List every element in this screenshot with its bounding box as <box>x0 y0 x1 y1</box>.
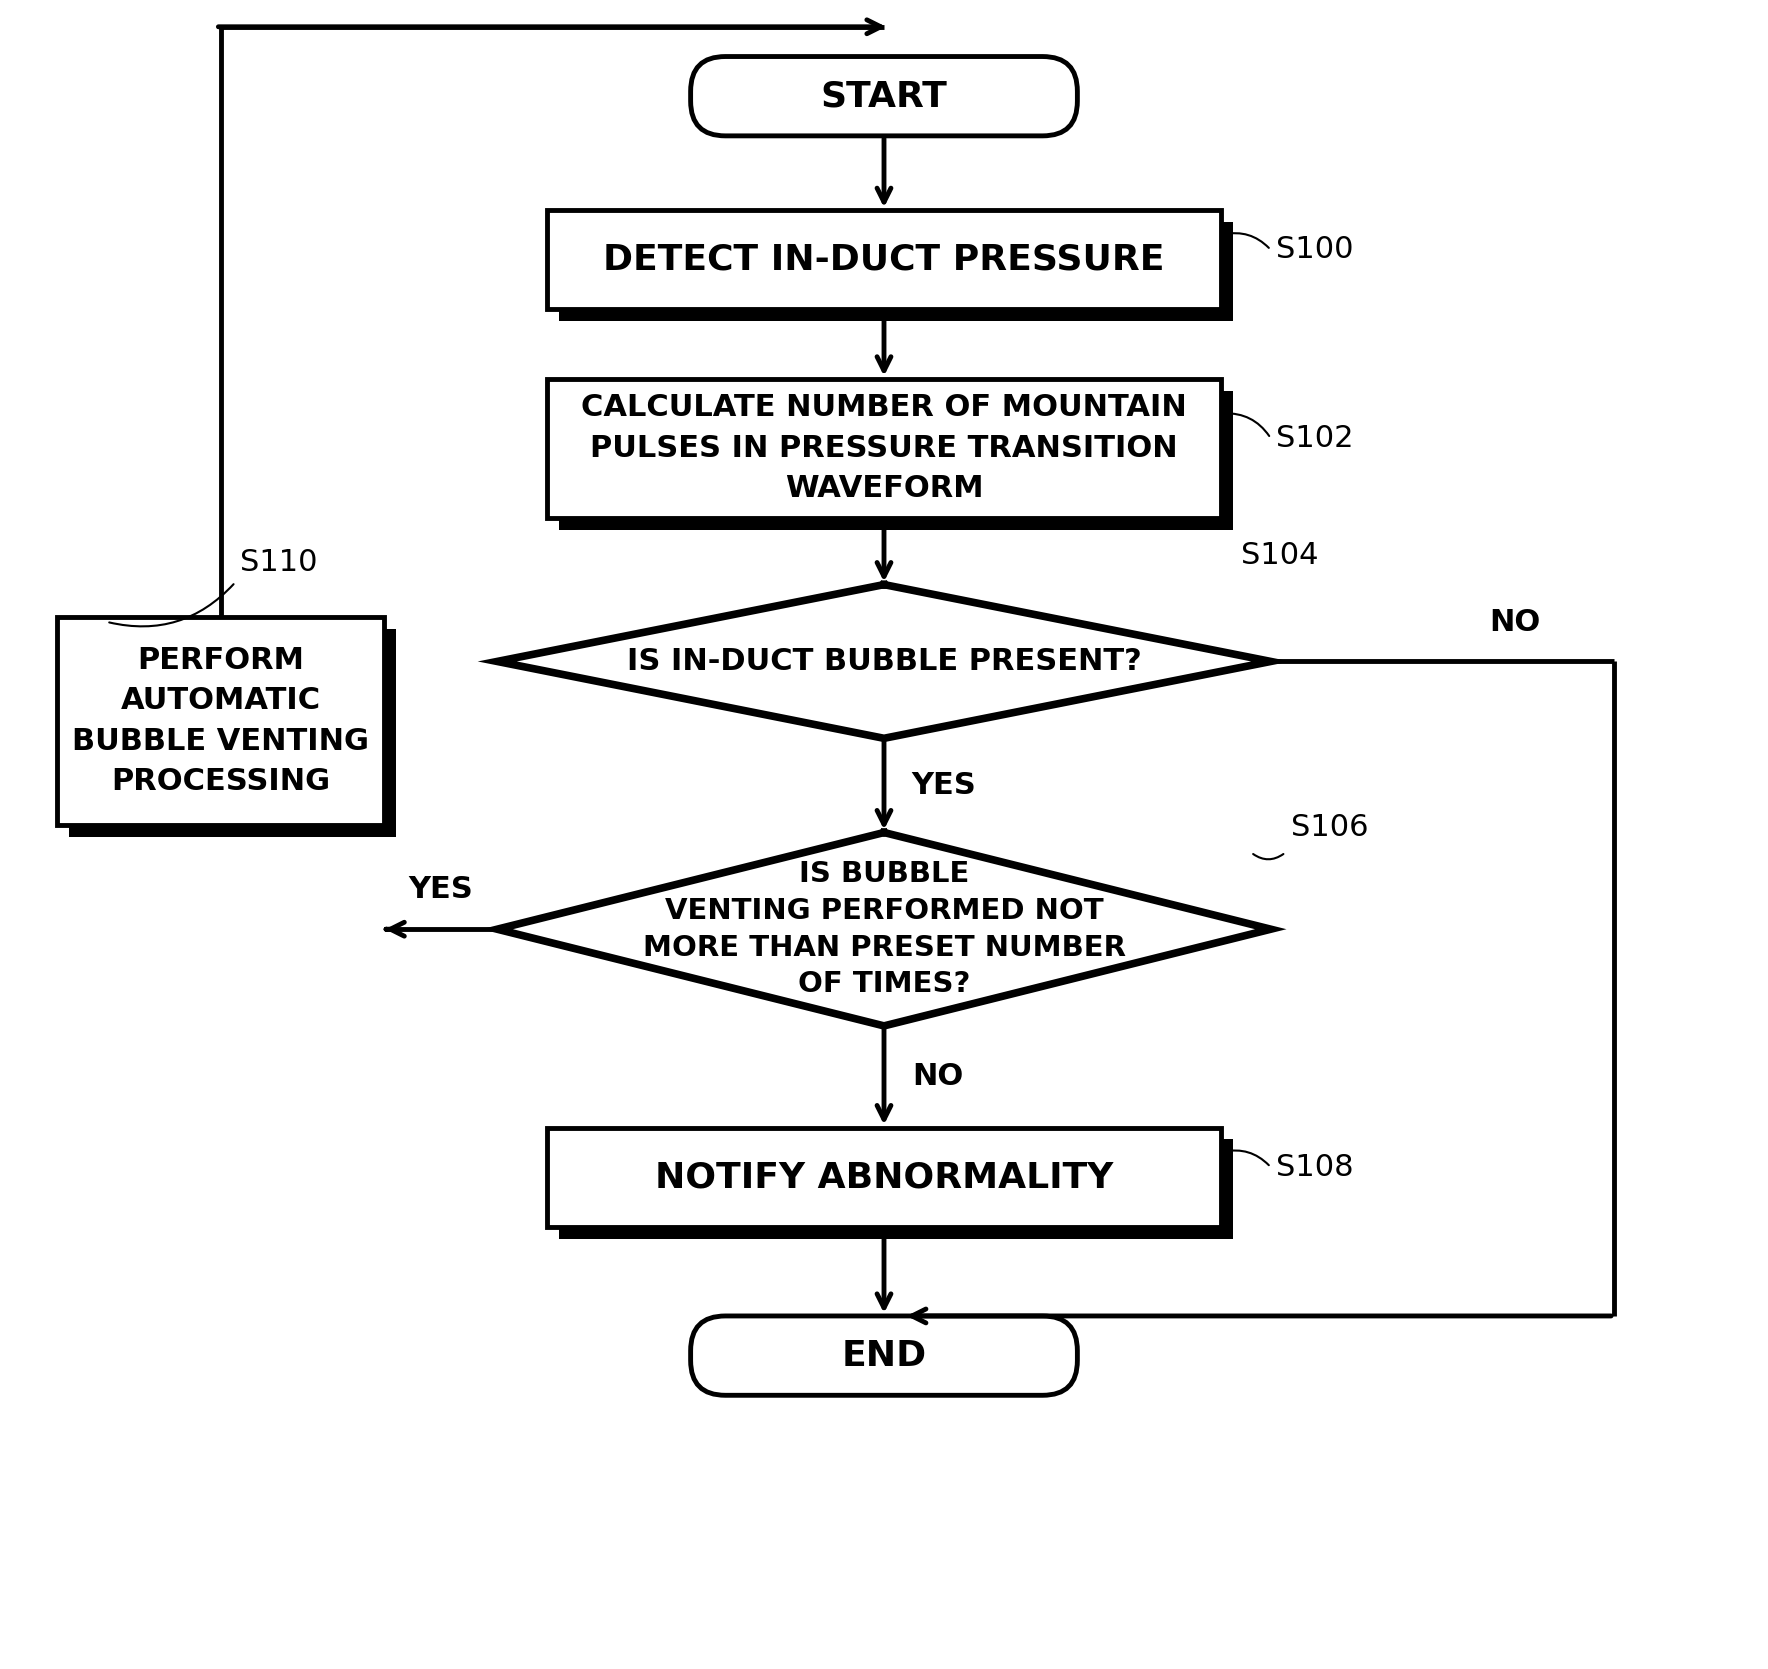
Bar <box>546 379 1222 517</box>
Text: S106: S106 <box>1291 813 1368 843</box>
Text: S108: S108 <box>1276 1153 1353 1182</box>
Text: PERFORM
AUTOMATIC
BUBBLE VENTING
PROCESSING: PERFORM AUTOMATIC BUBBLE VENTING PROCESS… <box>72 646 370 796</box>
Bar <box>546 1128 1222 1227</box>
Text: NO: NO <box>912 1061 964 1092</box>
FancyBboxPatch shape <box>691 1315 1077 1395</box>
Text: NO: NO <box>1489 608 1540 636</box>
Text: S100: S100 <box>1276 235 1353 264</box>
Bar <box>559 1140 1232 1238</box>
Text: IS IN-DUCT BUBBLE PRESENT?: IS IN-DUCT BUBBLE PRESENT? <box>626 648 1142 676</box>
Bar <box>559 391 1232 529</box>
Bar <box>559 222 1232 322</box>
Text: START: START <box>820 78 948 113</box>
Bar <box>546 210 1222 309</box>
Text: S102: S102 <box>1276 424 1353 452</box>
Text: S110: S110 <box>240 547 318 577</box>
Text: YES: YES <box>912 771 976 799</box>
Text: NOTIFY ABNORMALITY: NOTIFY ABNORMALITY <box>654 1160 1114 1193</box>
Polygon shape <box>497 584 1271 738</box>
FancyBboxPatch shape <box>691 57 1077 135</box>
Bar <box>69 629 396 836</box>
Polygon shape <box>497 833 1271 1026</box>
Bar <box>57 618 384 824</box>
Text: YES: YES <box>408 876 474 905</box>
Text: DETECT IN-DUCT PRESSURE: DETECT IN-DUCT PRESSURE <box>603 242 1165 277</box>
Text: CALCULATE NUMBER OF MOUNTAIN
PULSES IN PRESSURE TRANSITION
WAVEFORM: CALCULATE NUMBER OF MOUNTAIN PULSES IN P… <box>582 394 1186 504</box>
Text: S104: S104 <box>1241 541 1319 569</box>
Text: IS BUBBLE
VENTING PERFORMED NOT
MORE THAN PRESET NUMBER
OF TIMES?: IS BUBBLE VENTING PERFORMED NOT MORE THA… <box>642 860 1126 998</box>
Text: END: END <box>842 1339 926 1372</box>
